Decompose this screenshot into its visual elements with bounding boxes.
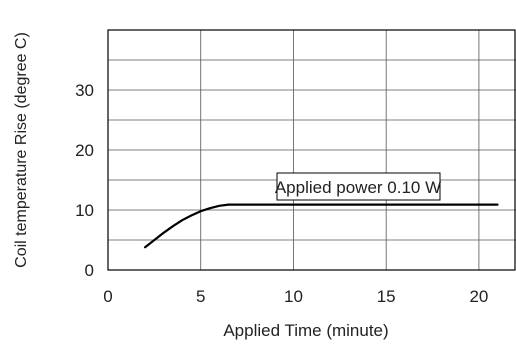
grid-lines — [108, 30, 516, 270]
series-layer — [144, 203, 499, 249]
y-tick-label: 10 — [75, 201, 94, 220]
x-tick-label: 0 — [103, 287, 112, 306]
plot-area-frame — [107, 29, 516, 271]
series-line-0 — [144, 203, 499, 249]
y-tick-label: 0 — [85, 261, 94, 280]
tick-labels: 0 5 10 15 20 0 10 20 30 — [75, 81, 488, 306]
power-annotation: Applied power 0.10 W — [275, 172, 441, 201]
y-tick-label: 20 — [75, 141, 94, 160]
annotation-box — [276, 172, 441, 201]
x-axis-label: Applied Time (minute) — [223, 321, 388, 340]
x-tick-label: 20 — [469, 287, 488, 306]
x-tick-label: 5 — [196, 287, 205, 306]
x-tick-label: 15 — [377, 287, 396, 306]
x-tick-label: 10 — [284, 287, 303, 306]
annotation-label: Applied power 0.10 W — [275, 178, 441, 197]
y-axis-label: Coil temperature Rise (degree C) — [13, 32, 30, 268]
y-tick-label: 30 — [75, 81, 94, 100]
